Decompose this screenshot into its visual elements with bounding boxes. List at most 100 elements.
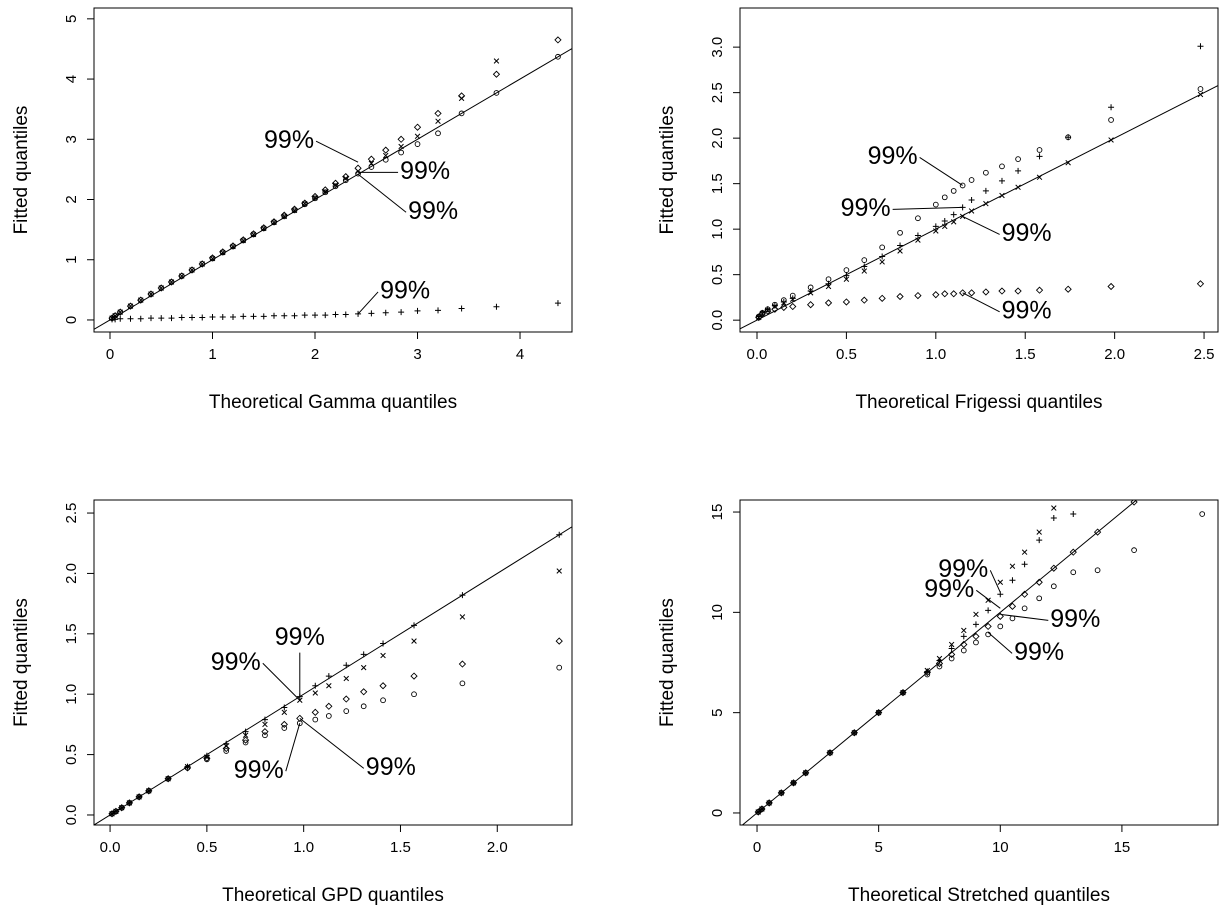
point xyxy=(950,290,958,298)
point xyxy=(242,739,249,746)
point xyxy=(355,310,362,317)
point xyxy=(879,253,886,260)
point xyxy=(397,135,405,143)
point xyxy=(936,663,943,670)
annotation: 99% xyxy=(1002,219,1052,247)
point xyxy=(879,259,885,265)
point xyxy=(127,315,134,322)
point xyxy=(398,149,404,156)
point xyxy=(1036,174,1043,181)
point xyxy=(126,302,135,310)
x-tick-label: 1.5 xyxy=(1015,346,1036,363)
point xyxy=(968,177,975,183)
plot-box xyxy=(93,499,573,826)
point xyxy=(118,804,125,811)
point xyxy=(398,143,404,150)
point xyxy=(178,273,185,279)
x-tick-label: 0.5 xyxy=(836,346,857,363)
point xyxy=(296,714,304,722)
point xyxy=(933,228,939,234)
point xyxy=(1069,548,1077,556)
annotation: 99% xyxy=(366,753,416,781)
x-axis-label: Theoretical Gamma quantiles xyxy=(209,392,457,413)
point xyxy=(1036,537,1043,544)
point xyxy=(342,172,350,181)
point xyxy=(556,664,563,671)
point xyxy=(435,118,441,124)
point xyxy=(1050,515,1057,522)
point xyxy=(178,314,185,321)
point xyxy=(380,652,386,659)
point xyxy=(1009,577,1016,584)
reference-line xyxy=(94,526,572,825)
point xyxy=(948,641,955,648)
point xyxy=(168,315,175,322)
point xyxy=(112,316,119,323)
panel: 0.0 0.5 1.0 1.5 2.0 2.5 0.0 0.5 1.0 1.5 2.0 2.5 3.0 T… xyxy=(657,7,1219,413)
point xyxy=(219,313,226,320)
x-tick-label: 0.0 xyxy=(747,346,768,363)
point xyxy=(260,313,267,320)
point xyxy=(148,291,154,297)
point xyxy=(1131,547,1137,554)
point xyxy=(780,303,788,312)
y-tick-label: 0.0 xyxy=(709,310,726,331)
point xyxy=(1108,137,1114,143)
point xyxy=(1070,511,1077,518)
annotation-leader xyxy=(315,140,359,163)
point xyxy=(145,787,152,794)
point xyxy=(158,285,164,291)
point xyxy=(380,640,387,647)
point xyxy=(458,95,465,102)
annotation-leader xyxy=(962,292,1000,313)
annotation-leader xyxy=(892,206,963,210)
point xyxy=(410,672,418,680)
point xyxy=(302,200,308,207)
point xyxy=(983,169,989,176)
point xyxy=(972,632,980,641)
point xyxy=(189,267,195,273)
point xyxy=(411,691,417,698)
panel: 0 1 2 3 4 0 1 2 3 4 5 Theoretical Gamma quantiles Fi… xyxy=(11,7,573,413)
y-tick-label: 1.5 xyxy=(63,623,80,644)
point xyxy=(311,708,319,716)
point xyxy=(127,303,134,309)
annotation-leader xyxy=(919,157,963,186)
point xyxy=(281,704,288,711)
annotation: 99% xyxy=(868,142,918,170)
point xyxy=(126,800,133,806)
point xyxy=(554,300,561,307)
annotation-leader xyxy=(1000,613,1049,621)
point xyxy=(1107,282,1115,291)
point xyxy=(117,315,124,322)
point xyxy=(382,152,389,159)
point xyxy=(824,299,833,307)
point xyxy=(960,640,968,649)
y-tick-label: 0 xyxy=(63,316,80,324)
point xyxy=(367,155,376,163)
point xyxy=(843,267,850,273)
y-axis-label: Fitted quantiles xyxy=(11,106,32,235)
point xyxy=(360,664,367,671)
annotation-leader xyxy=(357,291,379,315)
point xyxy=(167,278,176,286)
y-tick-label: 5 xyxy=(63,15,80,23)
point xyxy=(147,290,155,298)
annotation-leader xyxy=(987,632,1013,654)
point xyxy=(116,308,124,316)
y-tick-label: 2 xyxy=(63,195,80,203)
point xyxy=(198,260,206,268)
point xyxy=(312,690,319,696)
plot-box xyxy=(739,7,1219,333)
point xyxy=(281,213,288,220)
point xyxy=(1015,156,1021,162)
point xyxy=(950,219,957,225)
point xyxy=(999,192,1005,199)
point xyxy=(281,709,288,716)
point xyxy=(261,225,267,232)
point xyxy=(458,305,465,312)
point xyxy=(861,257,868,263)
x-tick-label: 0.0 xyxy=(100,839,121,856)
point xyxy=(932,201,939,208)
point xyxy=(411,622,418,629)
